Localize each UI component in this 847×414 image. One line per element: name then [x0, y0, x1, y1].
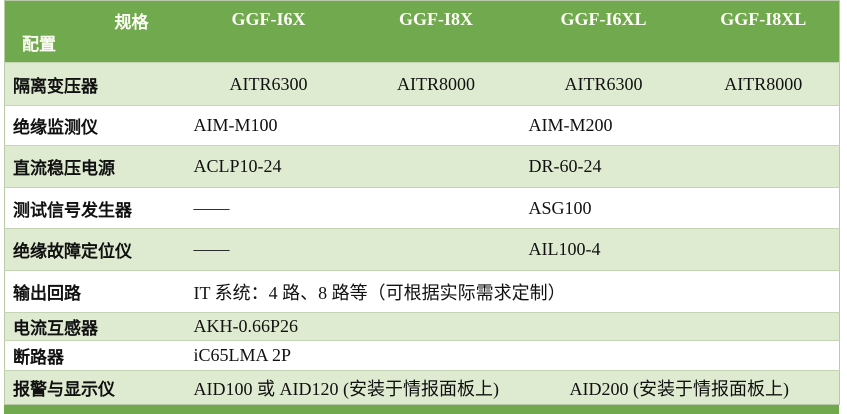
corner-label-spec: 规格	[114, 13, 149, 32]
table-row: 直流稳压电源 ACLP10-24 DR-60-24	[4, 145, 840, 188]
cell-value: AITR8000	[352, 62, 520, 106]
row-label: 电流互感器	[4, 312, 185, 341]
cell-value: ACLP10-24	[184, 145, 520, 188]
corner-label-config: 配置	[22, 35, 56, 54]
table-row: 隔离变压器 AITR6300 AITR8000 AITR6300 AITR800…	[4, 62, 840, 106]
row-label: 断路器	[4, 340, 185, 371]
row-label: 绝缘监测仪	[4, 105, 185, 146]
cell-value: IT 系统：4 路、8 路等（可根据实际需求定制）	[184, 270, 840, 313]
cell-value: ——	[184, 228, 520, 271]
table-row: 断路器 iC65LMA 2P	[4, 340, 840, 371]
spec-table-wrapper: 规格 配置 GGF-I6X GGF-I8X GGF-I6XL GGF-I8XL …	[4, 0, 840, 405]
row-label: 输出回路	[4, 270, 185, 313]
cell-value: AIM-M100	[184, 105, 520, 146]
row-label: 直流稳压电源	[4, 145, 185, 188]
table-row: 绝缘监测仪 AIM-M100 AIM-M200	[4, 105, 840, 146]
column-header-ggf-i6x: GGF-I6X	[184, 0, 353, 63]
cell-value: ——	[184, 187, 520, 229]
row-label: 隔离变压器	[4, 62, 185, 106]
spec-table: 规格 配置 GGF-I6X GGF-I8X GGF-I6XL GGF-I8XL …	[4, 0, 840, 405]
cell-value: AIM-M200	[519, 105, 840, 146]
column-header-ggf-i8x: GGF-I8X	[352, 0, 520, 63]
table-header-row: 规格 配置 GGF-I6X GGF-I8X GGF-I6XL GGF-I8XL	[4, 0, 840, 63]
cell-value: AITR6300	[519, 62, 688, 106]
cell-value: AITR8000	[687, 62, 840, 106]
column-header-ggf-i8xl: GGF-I8XL	[687, 0, 840, 63]
cell-value: iC65LMA 2P	[184, 340, 840, 371]
cell-value: AITR6300	[184, 62, 353, 106]
table-row: 绝缘故障定位仪 —— AIL100-4	[4, 228, 840, 271]
table-row: 输出回路 IT 系统：4 路、8 路等（可根据实际需求定制）	[4, 270, 840, 313]
cell-value: AID200 (安装于情报面板上)	[519, 370, 840, 405]
row-label: 报警与显示仪	[4, 370, 185, 405]
cell-value: AKH-0.66P26	[184, 312, 840, 341]
table-row: 报警与显示仪 AID100 或 AID120 (安装于情报面板上) AID200…	[4, 370, 840, 405]
cell-value: AIL100-4	[519, 228, 840, 271]
table-row: 电流互感器 AKH-0.66P26	[4, 312, 840, 341]
bottom-accent-bar	[4, 405, 839, 414]
cell-value: AID100 或 AID120 (安装于情报面板上)	[184, 370, 520, 405]
table-row: 测试信号发生器 —— ASG100	[4, 187, 840, 229]
cell-value: ASG100	[519, 187, 840, 229]
corner-header-cell: 规格 配置	[4, 0, 185, 63]
row-label: 绝缘故障定位仪	[4, 228, 185, 271]
column-header-ggf-i6xl: GGF-I6XL	[519, 0, 688, 63]
row-label: 测试信号发生器	[4, 187, 185, 229]
cell-value: DR-60-24	[519, 145, 840, 188]
